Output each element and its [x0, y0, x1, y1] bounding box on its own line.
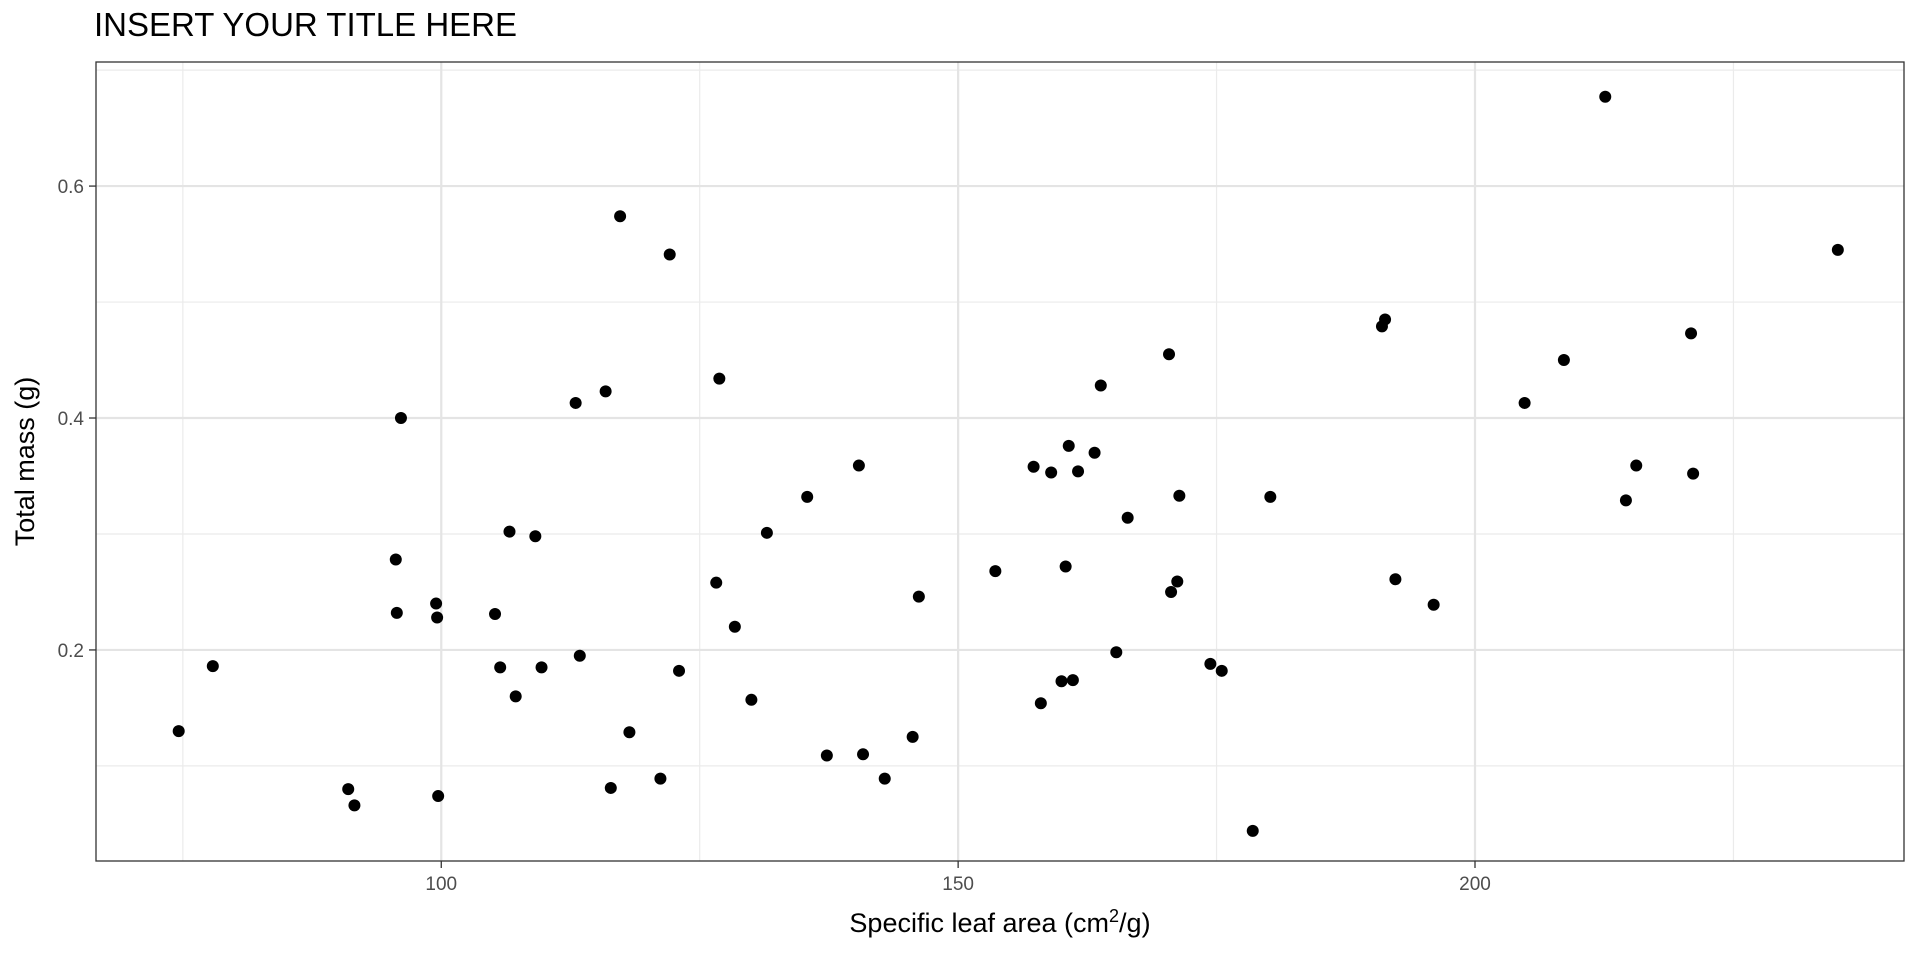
data-point [1062, 439, 1075, 452]
data-point [1204, 657, 1217, 670]
y-tick-label: 0.6 [58, 177, 84, 198]
data-point [503, 525, 516, 538]
data-point [1027, 460, 1040, 473]
data-point [857, 748, 870, 761]
data-point [172, 725, 185, 738]
x-tick-label: 150 [942, 874, 974, 895]
data-point [431, 611, 444, 624]
minor-grid [96, 62, 1904, 861]
x-tick-label: 200 [1459, 874, 1491, 895]
x-axis-title-unit-end: /g) [1119, 908, 1151, 938]
data-point [535, 661, 548, 674]
data-point [663, 248, 676, 261]
data-point [745, 693, 758, 706]
data-point [614, 210, 627, 223]
data-point [912, 590, 925, 603]
data-point [1173, 489, 1186, 502]
data-point [509, 690, 522, 703]
data-point [906, 730, 919, 743]
data-point [1034, 697, 1047, 710]
data-point [713, 372, 726, 385]
data-point [1055, 675, 1068, 688]
data-point [1066, 674, 1079, 687]
x-axis-title: Specific leaf area (cm2/g) [849, 906, 1150, 938]
data-point [1165, 585, 1178, 598]
x-axis-title-unit: (cm [1064, 908, 1109, 938]
data-point [1121, 511, 1134, 524]
data-point [489, 607, 502, 620]
data-point [348, 799, 361, 812]
x-tick-label: 100 [425, 874, 457, 895]
chart-title: INSERT YOUR TITLE HERE [94, 6, 518, 43]
data-point [728, 620, 741, 633]
data-point [673, 664, 686, 677]
major-grid [96, 62, 1904, 861]
data-point [1059, 560, 1072, 573]
data-point [1072, 465, 1085, 478]
y-tick-label: 0.2 [58, 641, 84, 662]
y-axis-ticks: 0.2 0.4 0.6 [58, 177, 96, 662]
data-point [623, 726, 636, 739]
data-point [1094, 379, 1107, 392]
y-tick-label: 0.4 [58, 409, 85, 430]
data-point [1557, 354, 1570, 367]
data-point [1110, 646, 1123, 659]
data-point [654, 772, 667, 785]
panel-border [95, 61, 1905, 862]
data-point [1389, 573, 1402, 586]
data-point [342, 783, 355, 796]
data-point [1264, 490, 1277, 503]
data-point [1518, 396, 1531, 409]
data-point [1831, 243, 1844, 256]
x-axis-ticks: 100 150 200 [425, 861, 1491, 895]
data-point [569, 396, 582, 409]
data-point [1171, 575, 1184, 588]
data-point [1246, 824, 1259, 837]
data-point [599, 385, 612, 398]
data-point [1687, 467, 1700, 480]
data-point [394, 412, 407, 425]
data-point [430, 597, 443, 610]
data-point [1215, 664, 1228, 677]
data-point [390, 606, 403, 619]
x-axis-title-text: Specific leaf area [849, 908, 1064, 938]
data-point [1045, 466, 1058, 479]
data-point [1685, 327, 1698, 340]
data-point [820, 749, 833, 762]
data-point [573, 649, 586, 662]
data-point [801, 490, 814, 503]
data-points [172, 90, 1844, 837]
x-axis-title-superscript: 2 [1109, 906, 1119, 926]
data-point [206, 660, 219, 673]
data-point [389, 553, 402, 566]
data-point [1599, 90, 1612, 103]
data-point [1619, 494, 1632, 507]
y-axis-title: Total mass (g) [10, 377, 40, 547]
data-point [1630, 459, 1643, 472]
data-point [1379, 313, 1392, 326]
data-point [760, 526, 773, 539]
data-point [529, 530, 542, 543]
data-point [604, 781, 617, 794]
data-point [432, 790, 445, 803]
data-point [1427, 598, 1440, 611]
data-point [710, 576, 723, 589]
data-point [1163, 348, 1176, 361]
data-point [878, 772, 891, 785]
data-point [852, 459, 865, 472]
data-point [1088, 446, 1101, 459]
data-point [494, 661, 507, 674]
data-point [989, 565, 1002, 578]
